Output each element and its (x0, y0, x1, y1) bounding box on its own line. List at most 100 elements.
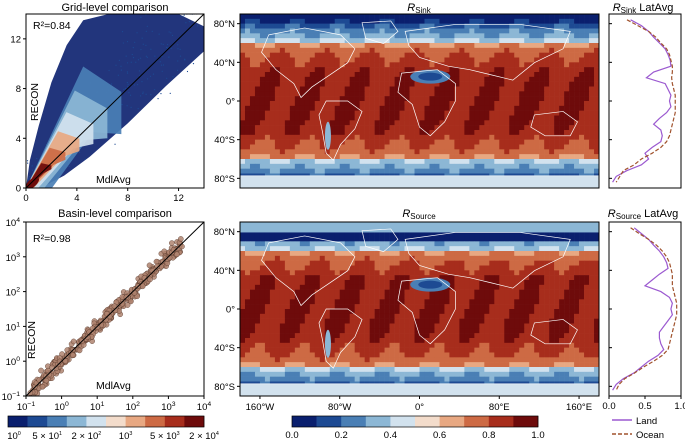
map-cell (479, 149, 485, 155)
map-cell (364, 318, 370, 324)
map-cell (329, 265, 336, 271)
map-cell (379, 86, 385, 92)
density-outlier-point (124, 87, 127, 90)
map-cell (559, 52, 565, 58)
map-cell (279, 260, 286, 266)
map-cell (564, 81, 570, 87)
map-cell (464, 43, 470, 49)
map-cell (499, 47, 505, 53)
map-cell (459, 251, 465, 257)
map-cell (374, 323, 380, 329)
map-cell (459, 149, 465, 155)
map-cell (429, 318, 435, 324)
map-cell (394, 284, 400, 290)
map-cell (594, 284, 599, 290)
map-cell (240, 43, 246, 49)
map-cell (314, 328, 321, 334)
map-cell (419, 120, 425, 126)
map-cell (314, 231, 321, 237)
map-cell (324, 284, 331, 290)
map-cell (554, 275, 560, 281)
map-cell (459, 231, 465, 237)
map-cell (349, 304, 355, 310)
map-cell (289, 323, 296, 329)
map-cell (364, 275, 370, 281)
map-cell (404, 110, 410, 116)
density-outlier-point (158, 33, 160, 35)
map-cell (354, 18, 360, 24)
map-cell (414, 309, 420, 315)
map-cell (579, 159, 585, 165)
map-cell (414, 255, 420, 261)
map-cell (384, 67, 390, 73)
map-cell (349, 144, 355, 150)
map-cell (459, 144, 465, 150)
map-cell (244, 101, 251, 107)
map-cell (259, 86, 266, 92)
map-cell (439, 125, 445, 131)
map-cell (374, 120, 380, 126)
map-cell (254, 23, 261, 29)
map-cell (469, 18, 475, 24)
map-cell (534, 115, 540, 121)
map-cell (419, 86, 425, 92)
map-cell (244, 275, 251, 281)
map-cell (484, 168, 490, 174)
map-cell (319, 309, 326, 315)
map-cell (269, 154, 276, 160)
map-cell (240, 62, 246, 68)
map-cell (389, 275, 395, 281)
map-cell (454, 144, 460, 150)
map-cell (304, 110, 311, 116)
map-cell (509, 313, 515, 319)
map-cell (549, 134, 555, 140)
map-cell (364, 81, 370, 87)
map-cell (334, 125, 341, 131)
map-cell (264, 28, 271, 34)
map-cell (509, 246, 515, 252)
map-cell (384, 14, 390, 20)
map-cell (574, 72, 580, 78)
map-cell (549, 52, 555, 58)
map-cell (384, 76, 390, 82)
map-cell (254, 231, 261, 237)
map-cell (569, 110, 575, 116)
map-cell (309, 139, 316, 145)
map-cell (264, 86, 271, 92)
map-cell (584, 236, 590, 242)
map-cell (319, 33, 326, 39)
map-cell (559, 81, 565, 87)
map-cell (314, 280, 321, 286)
map-cell (524, 14, 530, 20)
basin-scatter-ylabel: RECON (26, 321, 38, 359)
map-cell (524, 139, 530, 145)
map-cell (389, 304, 395, 310)
map-cell (429, 236, 435, 242)
map-cell (264, 14, 271, 20)
map-cell (569, 57, 575, 63)
map-cell (269, 149, 276, 155)
map-cell (454, 105, 460, 111)
density-outlier-point (145, 93, 147, 95)
map-cell (529, 289, 535, 295)
basin-point (161, 248, 168, 255)
map-cell (399, 43, 405, 49)
map-cell (549, 33, 555, 39)
map-cell (389, 236, 395, 242)
map-cell (464, 294, 470, 300)
map-cell (594, 144, 599, 150)
map-cell (489, 105, 495, 111)
map-cell (489, 96, 495, 102)
map-cell (449, 125, 455, 131)
map-cell (244, 18, 251, 24)
map-cell (529, 81, 535, 87)
map-cell (424, 231, 430, 237)
map-cell (399, 275, 405, 281)
map-cell (339, 130, 346, 136)
map-cell (259, 275, 266, 281)
map-cell (504, 280, 510, 286)
map-cell (344, 120, 350, 126)
map-cell (479, 318, 485, 324)
map-cell (554, 241, 560, 247)
map-cell (344, 284, 350, 290)
